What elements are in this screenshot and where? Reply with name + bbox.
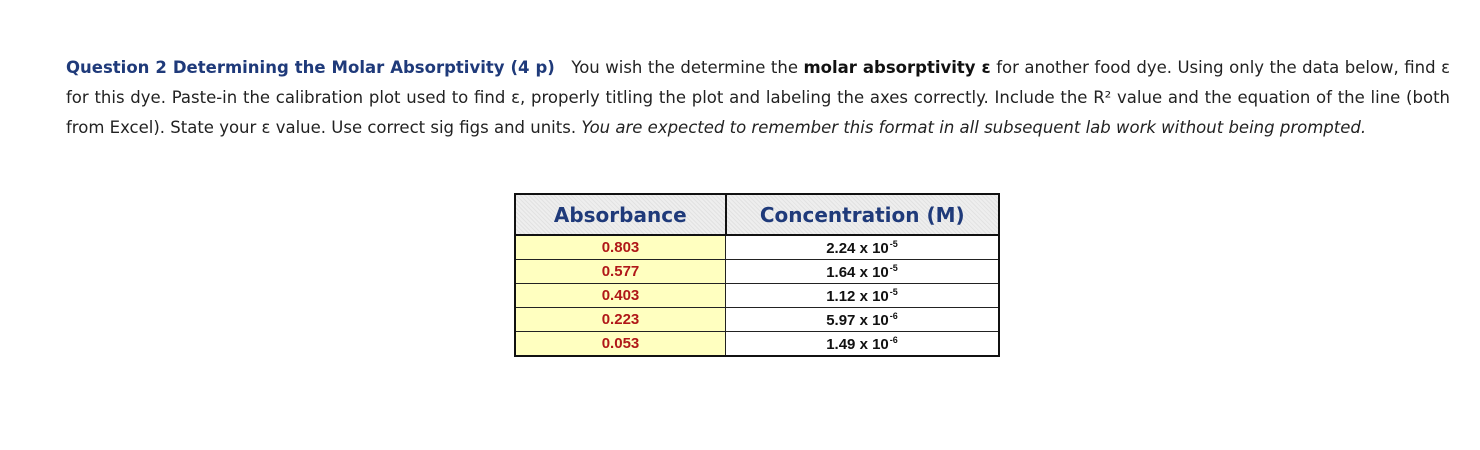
format-reminder-note: You are expected to remember this format… <box>581 118 1367 137</box>
concentration-mantissa: 5.97 x 10 <box>826 311 889 329</box>
table-row: 0.803 2.24 x 10-5 <box>514 234 1000 260</box>
question-heading: Question 2 Determining the Molar Absorpt… <box>66 58 555 77</box>
concentration-cell: 1.12 x 10-5 <box>725 283 1000 308</box>
concentration-cell: 1.64 x 10-5 <box>725 259 1000 284</box>
absorbance-cell: 0.053 <box>514 331 726 357</box>
concentration-cell: 2.24 x 10-5 <box>725 234 1000 260</box>
question-text-body: for another food dye. Using only the dat… <box>66 58 1450 137</box>
absorbance-cell: 0.223 <box>514 307 726 332</box>
data-table-container: Absorbance Concentration (M) 0.803 2.24 … <box>514 193 1000 357</box>
table-header-row: Absorbance Concentration (M) <box>514 193 1000 236</box>
table-row: 0.053 1.49 x 10-6 <box>514 331 1000 357</box>
absorbance-cell: 0.577 <box>514 259 726 284</box>
question-text-intro: You wish the determine the <box>571 58 798 77</box>
concentration-exponent: -5 <box>889 286 898 297</box>
concentration-mantissa: 1.12 x 10 <box>826 287 889 305</box>
question-paragraph: Question 2 Determining the Molar Absorpt… <box>66 53 1450 143</box>
header-concentration: Concentration (M) <box>724 193 1000 236</box>
molar-absorptivity-term: molar absorptivity ε <box>803 58 991 77</box>
concentration-exponent: -5 <box>889 238 898 249</box>
table-row: 0.223 5.97 x 10-6 <box>514 307 1000 332</box>
concentration-mantissa: 2.24 x 10 <box>826 239 889 257</box>
concentration-cell: 1.49 x 10-6 <box>725 331 1000 357</box>
concentration-exponent: -6 <box>889 334 898 345</box>
absorbance-cell: 0.403 <box>514 283 726 308</box>
concentration-exponent: -6 <box>889 310 898 321</box>
concentration-cell: 5.97 x 10-6 <box>725 307 1000 332</box>
absorbance-cell: 0.803 <box>514 234 726 260</box>
concentration-mantissa: 1.49 x 10 <box>826 335 889 353</box>
table-row: 0.403 1.12 x 10-5 <box>514 283 1000 308</box>
concentration-exponent: -5 <box>889 262 898 273</box>
concentration-mantissa: 1.64 x 10 <box>826 263 889 281</box>
absorbance-concentration-table: Absorbance Concentration (M) 0.803 2.24 … <box>514 193 1000 357</box>
header-absorbance: Absorbance <box>514 193 727 236</box>
table-row: 0.577 1.64 x 10-5 <box>514 259 1000 284</box>
